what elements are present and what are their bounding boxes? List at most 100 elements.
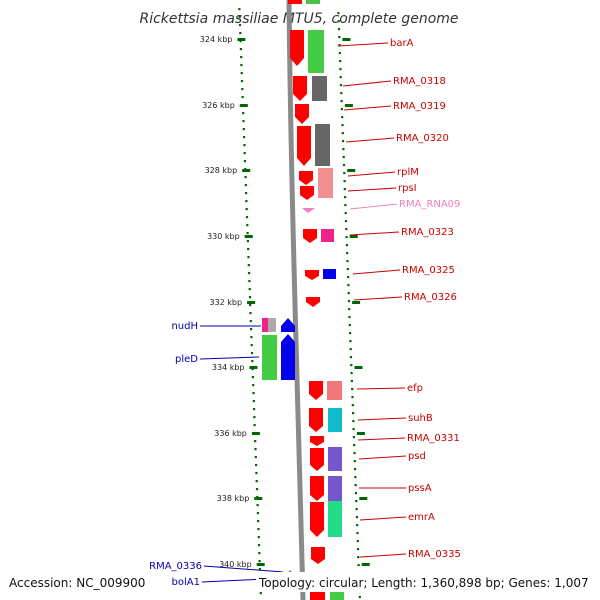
track-dot (339, 60, 342, 63)
cds-arrow (300, 186, 314, 200)
track-dot (339, 84, 343, 87)
track-dot (244, 176, 247, 179)
cds-arrow (293, 76, 307, 101)
track-dot (355, 508, 358, 511)
track-dot (247, 256, 250, 259)
tick-label: 338 kbp (217, 494, 250, 503)
track-dot (344, 196, 347, 199)
tick-label: 332 kbp (209, 298, 242, 307)
track-dot (350, 364, 353, 367)
track-dot (240, 80, 244, 83)
accession-text: Accession: NC_009900 (9, 576, 145, 590)
gene-labels: barA RMA_0318 RMA_0319 RMA_0320 rplM rpsI RMA_… (149, 38, 461, 588)
track-dot (244, 184, 247, 187)
gene-label-rma_0320: RMA_0320 (396, 133, 449, 144)
gene-label-rma_0323: RMA_0323 (401, 227, 454, 238)
track-dot (347, 284, 350, 287)
topology-text: Topology: circular; Length: 1,360,898 bp… (258, 576, 589, 590)
cds-arrow (310, 476, 324, 501)
track-dot (346, 252, 349, 255)
gene-label-leaders (199, 42, 407, 583)
track-dot (256, 512, 259, 515)
track-dot (243, 160, 247, 163)
cds-arrow-minus (281, 334, 295, 380)
leader-line (347, 187, 397, 192)
track-dot (348, 324, 351, 327)
track-dot (249, 320, 252, 323)
plus-strand-features (288, 0, 344, 600)
cds-arrow (297, 126, 311, 166)
track-dot (246, 224, 249, 227)
leader-line (352, 269, 401, 275)
track-dot (238, 8, 241, 11)
track-dot (350, 380, 353, 383)
leader-line (357, 437, 406, 441)
tick-mark (361, 563, 370, 566)
track-dot (251, 368, 254, 371)
feature-box (328, 447, 342, 471)
track-dot (250, 344, 253, 347)
track-dot (345, 228, 348, 231)
figure-title: Rickettsia massiliae MTU5, complete geno… (139, 11, 458, 27)
track-dot (355, 516, 358, 519)
track-dot (255, 472, 258, 475)
track-dot (348, 308, 351, 311)
track-dot (344, 204, 347, 207)
track-dot (250, 328, 253, 331)
leader-line (343, 105, 392, 111)
cds-arrow (305, 270, 319, 280)
tick-mark (239, 104, 248, 107)
cds-arrow (295, 104, 309, 124)
tick-mark (242, 169, 251, 172)
track-dot (239, 40, 242, 43)
tick-mark (237, 38, 246, 41)
track-dot (248, 280, 251, 283)
track-dot (245, 208, 248, 211)
minus-strand-features (262, 318, 295, 576)
cds-arrow (290, 30, 304, 66)
gene-label-rma_0335: RMA_0335 (408, 549, 461, 560)
track-dot (357, 556, 360, 559)
track-dot (259, 592, 262, 595)
cds-arrow (303, 229, 317, 243)
gene-label-pssa: pssA (408, 483, 432, 494)
leader-line (357, 417, 407, 421)
leader-line (349, 203, 398, 210)
feature-box (306, 0, 320, 4)
tick-mark (342, 38, 351, 41)
tick-label: 340 kbp (219, 560, 252, 569)
tick-mark (347, 169, 356, 172)
cds-arrow (288, 0, 302, 4)
feature-box (308, 30, 324, 73)
track-dot (337, 28, 341, 31)
track-dot (254, 448, 257, 451)
track-dot (342, 156, 345, 159)
leader-line (356, 387, 406, 390)
cds-arrow (310, 502, 324, 537)
track-dot (347, 276, 350, 279)
track-dot (356, 540, 359, 543)
track-dot (243, 152, 246, 155)
track-dot (352, 420, 355, 423)
track-dot (338, 52, 341, 55)
track-dot (339, 76, 342, 79)
leader-line (353, 296, 403, 301)
cds-arrow (309, 381, 323, 400)
gene-label-bola1: bolA1 (172, 577, 200, 588)
track-dot (345, 236, 348, 239)
feature-box (328, 501, 342, 537)
tick-mark (344, 104, 353, 107)
track-dot (342, 164, 346, 167)
track-dot (356, 524, 359, 527)
leader-line (203, 565, 284, 573)
track-dot (253, 408, 256, 411)
track-dot (337, 12, 340, 15)
tick-mark (356, 432, 365, 435)
feature-box (327, 381, 342, 400)
track-dot (238, 16, 241, 19)
feature-box (312, 76, 327, 101)
gene-label-rma_0319: RMA_0319 (393, 101, 446, 112)
track-dot (254, 456, 257, 459)
track-dot (356, 532, 359, 535)
track-dot (349, 348, 352, 351)
